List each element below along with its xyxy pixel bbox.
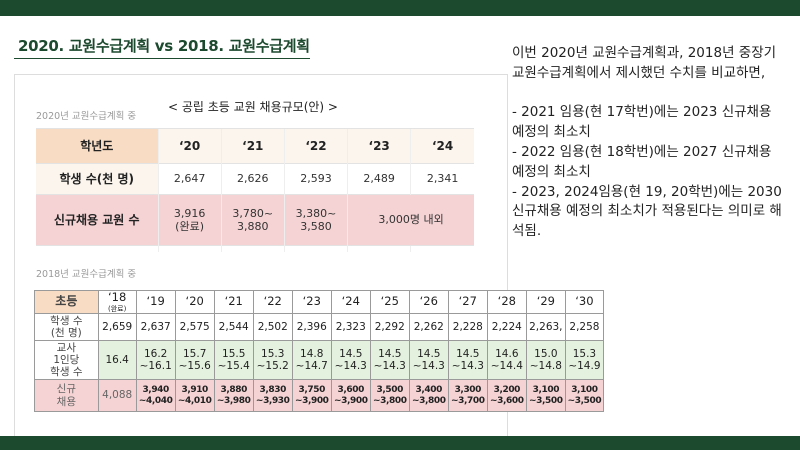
- table2018-students-cell: 2,502: [252, 313, 293, 341]
- table2018-year: ‘23: [291, 290, 332, 314]
- table2018-ratio-cell: 15.3 ~15.2: [252, 340, 293, 380]
- table2018-year: ‘24: [330, 290, 371, 314]
- table2020-hires-cell: 3,380~ 3,580: [283, 194, 348, 246]
- table2018-hires-cell: 4,088: [97, 379, 137, 412]
- bottom-accent-bar: [0, 436, 800, 450]
- table2020-header-label: 학년도: [36, 128, 158, 164]
- table2018-students-cell: 2,263,: [525, 313, 566, 341]
- table2018-ratio-cell: 15.5 ~15.4: [213, 340, 254, 380]
- table2018-year: ‘27: [447, 290, 488, 314]
- table2018-hires-cell: 3,400 ~3,800: [408, 379, 449, 412]
- table2018-year-first: ‘18 (완료): [97, 290, 137, 314]
- top-accent-bar: [0, 0, 800, 16]
- table2018-hires-cell: 3,300 ~3,700: [447, 379, 488, 412]
- table2020-students-cell: 2,489: [347, 163, 411, 195]
- table2018-hires-cell: 3,830 ~3,930: [252, 379, 293, 412]
- table2018-hires-row: 신규 채용 4,088 3,940 ~4,040 3,910 ~4,010 3,…: [34, 379, 605, 412]
- table2018-students-cell: 2,228: [447, 313, 488, 341]
- table2018-ratio-label: 교사 1인당 학생 수: [34, 340, 99, 380]
- table2018-header-label: 초등: [34, 290, 99, 314]
- table2020-students-cell: 2,626: [220, 163, 285, 195]
- table2018-year-note: (완료): [108, 304, 127, 313]
- table2020-students-label: 학생 수(천 명): [36, 163, 158, 195]
- table2018-ratio-cell: 15.7 ~15.6: [174, 340, 215, 380]
- table2020-year: ‘21: [220, 128, 285, 164]
- table2020-students-row: 학생 수(천 명) 2,647 2,626 2,593 2,489 2,341: [36, 163, 474, 195]
- table2018-caption: 2018년 교원수급계획 중: [36, 269, 137, 280]
- table2018-hires-cell: 3,880 ~3,980: [213, 379, 254, 412]
- table2018-hires-cell: 3,750 ~3,900: [291, 379, 332, 412]
- table2018-students-cell: 2,292: [369, 313, 410, 341]
- analysis-bullet: - 2022 임용(현 18학번)에는 2027 신규채용 예정의 최소치: [512, 143, 772, 180]
- table2020-hires-label: 신규채용 교원 수: [36, 194, 158, 246]
- table2018-students-cell: 2,637: [135, 313, 176, 341]
- table2018-year: ‘20: [174, 290, 215, 314]
- table2018-header-row: 초등 ‘18 (완료) ‘19 ‘20 ‘21 ‘22 ‘23 ‘24 ‘25 …: [34, 290, 605, 314]
- analysis-bullet: - 2021 임용(현 17학번)에는 2023 신규채용 예정의 최소치: [512, 104, 772, 141]
- table2018-year: ‘18: [108, 290, 127, 305]
- table2018-hires-cell: 3,910 ~4,010: [174, 379, 215, 412]
- table2018-ratio-cell: 16.2 ~16.1: [135, 340, 176, 380]
- table2020-year: ‘24: [410, 128, 474, 164]
- table2018-students-cell: 2,258: [564, 313, 605, 341]
- table2018-year: ‘21: [213, 290, 254, 314]
- table2020-year: ‘20: [157, 128, 222, 164]
- table2018-year: ‘26: [408, 290, 449, 314]
- table2018-year: ‘22: [252, 290, 293, 314]
- table2018-students-cell: 2,396: [291, 313, 332, 341]
- table2018-ratio-cell: 14.6 ~14.4: [486, 340, 527, 380]
- table2018-students-label: 학생 수 (천 명): [34, 313, 99, 341]
- table2018-ratio-cell: 14.5 ~14.3: [369, 340, 410, 380]
- table2018-ratio-cell: 16.4: [97, 340, 137, 380]
- table2018-students-cell: 2,659: [97, 313, 137, 341]
- table2018-hires-cell: 3,600 ~3,900: [330, 379, 371, 412]
- table-2020-plan: 학년도 ‘20 ‘21 ‘22 ‘23 ‘24 학생 수(천 명) 2,647 …: [36, 128, 474, 252]
- table2018-ratio-cell: 14.8 ~14.7: [291, 340, 332, 380]
- analysis-bullet: - 2023, 2024임용(현 19, 20학번)에는 2030 신규채용 예…: [512, 183, 782, 240]
- slide-title: 2020. 교원수급계획 vs 2018. 교원수급계획: [18, 37, 310, 55]
- table2020-hires-cell: 3,916 (완료): [157, 194, 222, 246]
- table2020-spacer-row: [36, 245, 474, 252]
- table2020-students-cell: 2,647: [157, 163, 222, 195]
- table2018-year: ‘30: [564, 290, 605, 314]
- table2020-students-cell: 2,341: [410, 163, 474, 195]
- table2018-students-cell: 2,262: [408, 313, 449, 341]
- table2018-hires-cell: 3,100 ~3,500: [564, 379, 605, 412]
- table2020-students-cell: 2,593: [283, 163, 348, 195]
- table2018-ratio-cell: 15.0 ~14.8: [525, 340, 566, 380]
- table2020-title: < 공립 초등 교원 채용규모(안) >: [168, 100, 338, 114]
- table2018-hires-label: 신규 채용: [34, 379, 99, 412]
- analysis-text: 이번 2020년 교원수급계획과, 2018년 중장기 교원수급계획에서 제시했…: [512, 44, 782, 242]
- table2018-ratio-cell: 14.5 ~14.3: [330, 340, 371, 380]
- table2018-students-cell: 2,575: [174, 313, 215, 341]
- table2018-hires-cell: 3,500 ~3,800: [369, 379, 410, 412]
- analysis-intro: 이번 2020년 교원수급계획과, 2018년 중장기 교원수급계획에서 제시했…: [512, 45, 777, 81]
- table2018-year: ‘28: [486, 290, 527, 314]
- table2018-ratio-cell: 14.5 ~14.3: [408, 340, 449, 380]
- table2018-ratio-cell: 15.3 ~14.9: [564, 340, 605, 380]
- table2018-students-cell: 2,224: [486, 313, 527, 341]
- table2018-ratio-cell: 14.5 ~14.3: [447, 340, 488, 380]
- table2018-year: ‘29: [525, 290, 566, 314]
- paragraph-gap: [512, 84, 782, 104]
- table2018-hires-cell: 3,940 ~4,040: [135, 379, 176, 412]
- table2018-year: ‘19: [135, 290, 176, 314]
- table2018-ratio-row: 교사 1인당 학생 수 16.4 16.2 ~16.1 15.7 ~15.6 1…: [34, 340, 605, 380]
- table2018-students-row: 학생 수 (천 명) 2,659 2,637 2,575 2,544 2,502…: [34, 313, 605, 341]
- table2020-hires-cell: 3,780~ 3,880: [220, 194, 285, 246]
- table2018-year: ‘25: [369, 290, 410, 314]
- table2020-caption: 2020년 교원수급계획 중: [36, 111, 137, 122]
- table2020-year: ‘23: [347, 128, 411, 164]
- table2018-students-cell: 2,544: [213, 313, 254, 341]
- title-underline: [14, 58, 310, 59]
- table2020-hires-merged-cell: 3,000명 내외: [347, 194, 474, 246]
- table2020-hires-row: 신규채용 교원 수 3,916 (완료) 3,780~ 3,880 3,380~…: [36, 194, 474, 246]
- table2018-hires-cell: 3,200 ~3,600: [486, 379, 527, 412]
- table2018-hires-cell: 3,100 ~3,500: [525, 379, 566, 412]
- table2020-year: ‘22: [283, 128, 348, 164]
- table2018-students-cell: 2,323: [330, 313, 371, 341]
- table2020-header-row: 학년도 ‘20 ‘21 ‘22 ‘23 ‘24: [36, 128, 474, 164]
- table-2018-plan: 초등 ‘18 (완료) ‘19 ‘20 ‘21 ‘22 ‘23 ‘24 ‘25 …: [34, 290, 605, 412]
